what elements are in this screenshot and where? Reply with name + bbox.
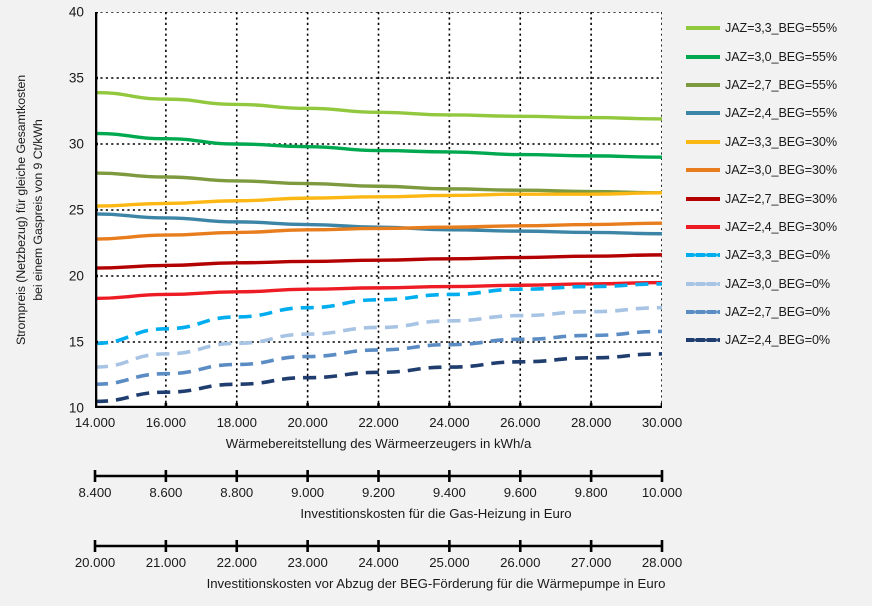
y-axis-title-line1: Strompreis (Netzbezug) für gleiche Gesam… xyxy=(14,74,29,346)
legend-item-11[interactable]: JAZ=2,4_BEG=0% xyxy=(686,326,872,354)
series-line-1 xyxy=(95,131,662,159)
secondary-axis-1: 20.000 21.000 22.000 23.000 24.000 25.000 26.0… xyxy=(0,538,872,598)
plot-area xyxy=(95,12,662,408)
legend-label-7: JAZ=2,4_BEG=30% xyxy=(725,219,837,234)
legend-label-9: JAZ=3,0_BEG=0% xyxy=(725,276,831,291)
secondary-axis-0-tick-0: 8.400 xyxy=(78,485,112,500)
legend-item-3[interactable]: JAZ=3,3_BEG=30% xyxy=(686,128,872,156)
x-tick-label-5: 24.000 xyxy=(429,415,470,430)
secondary-axis-0-tick-4: 9.200 xyxy=(361,485,396,500)
legend-label-8: JAZ=3,3_BEG=0% xyxy=(725,248,831,263)
secondary-axis-0-tick-7: 9.800 xyxy=(574,485,608,500)
y-axis-title-line2: bei einem Gaspreis von 9 Ct/kWh xyxy=(31,119,45,301)
legend-label-0: JAZ=3,3_BEG=55% xyxy=(725,21,837,36)
secondary-axis-0-tick-1: 8.600 xyxy=(149,485,183,500)
legend-label-4: JAZ=2,4_BEG=55% xyxy=(725,106,837,121)
series-line-0 xyxy=(95,90,662,121)
x-tick-label-7: 28.000 xyxy=(570,415,612,430)
legend-label-5: JAZ=3,0_BEG=30% xyxy=(725,163,837,178)
plot-canvas xyxy=(95,12,662,408)
secondary-axis-1-tick-3: 23.000 xyxy=(287,555,328,570)
legend-item-2[interactable]: JAZ=2,7_BEG=55% xyxy=(686,71,872,99)
secondary-axis-1-tick-6: 26.000 xyxy=(500,555,541,570)
y-axis-title: Strompreis (Netzbezug) für gleiche Gesam… xyxy=(2,0,58,420)
legend-item-7[interactable]: JAZ=2,4_BEG=30% xyxy=(686,213,872,241)
x-tick-label-1: 16.000 xyxy=(145,415,187,430)
legend-label-6: JAZ=2,7_BEG=30% xyxy=(725,191,837,206)
secondary-axis-line-0 xyxy=(93,470,664,482)
legend-item-5[interactable]: JAZ=3,0_BEG=30% xyxy=(686,156,872,184)
legend-item-0[interactable]: JAZ=3,3_BEG=55% xyxy=(686,14,872,42)
secondary-axis-1-tick-5: 25.000 xyxy=(429,555,470,570)
x-tick-label-4: 22.000 xyxy=(358,415,399,430)
series-line-8 xyxy=(95,282,662,346)
series-line-3 xyxy=(95,191,662,208)
secondary-axis-0: 8.400 8.600 8.800 9.000 9.200 9.400 9.600 9.800… xyxy=(0,468,872,528)
secondary-axis-1-tick-4: 24.000 xyxy=(358,555,399,570)
series-line-7 xyxy=(95,280,662,301)
series-line-10 xyxy=(95,329,662,387)
secondary-axis-line-1 xyxy=(93,540,664,552)
secondary-axis-1-tick-0: 20.000 xyxy=(74,555,116,570)
secondary-axis-0-tick-2: 8.800 xyxy=(220,485,254,500)
x-tick-label-8: 30.000 xyxy=(641,415,683,430)
series-line-5 xyxy=(95,221,662,241)
x-tick-label-6: 26.000 xyxy=(500,415,541,430)
secondary-axis-1-tick-2: 22.000 xyxy=(216,555,257,570)
legend-label-11: JAZ=2,4_BEG=0% xyxy=(725,333,831,348)
x-tick-label-2: 18.000 xyxy=(216,415,257,430)
x-axis-title: Wärmebereitstellung des Wärmeerzeugers i… xyxy=(225,436,532,451)
x-tick-label-0: 14.000 xyxy=(74,415,116,430)
legend-item-6[interactable]: JAZ=2,7_BEG=30% xyxy=(686,184,872,212)
series-line-9 xyxy=(95,305,662,369)
x-tick-label-3: 20.000 xyxy=(287,415,328,430)
legend-item-4[interactable]: JAZ=2,4_BEG=55% xyxy=(686,99,872,127)
secondary-axis-1-tick-1: 21.000 xyxy=(145,555,187,570)
series-line-2 xyxy=(95,171,662,195)
secondary-axis-0-tick-6: 9.600 xyxy=(503,485,537,500)
secondary-axis-1-title: Investitionskosten vor Abzug der BEG-För… xyxy=(206,576,666,591)
legend-label-3: JAZ=3,3_BEG=30% xyxy=(725,134,837,149)
legend-item-9[interactable]: JAZ=3,0_BEG=0% xyxy=(686,270,872,298)
secondary-axis-0-tick-3: 9.000 xyxy=(291,485,325,500)
secondary-axis-0-tick-5: 9.400 xyxy=(432,485,466,500)
legend-item-1[interactable]: JAZ=3,0_BEG=55% xyxy=(686,42,872,70)
series-line-6 xyxy=(95,253,662,270)
chart-legend: JAZ=3,3_BEG=55% JAZ=3,0_BEG=55% JAZ=2,7_BE… xyxy=(686,14,872,355)
legend-item-10[interactable]: JAZ=2,7_BEG=0% xyxy=(686,298,872,326)
secondary-axis-0-title: Investitionskosten für die Gas-Heizung i… xyxy=(300,506,572,521)
legend-label-1: JAZ=3,0_BEG=55% xyxy=(725,49,837,64)
secondary-axis-1-tick-8: 28.000 xyxy=(641,555,683,570)
secondary-axis-1-tick-7: 27.000 xyxy=(570,555,612,570)
secondary-axis-0-tick-8: 10.000 xyxy=(641,485,683,500)
legend-label-10: JAZ=2,7_BEG=0% xyxy=(725,305,831,320)
series-line-11 xyxy=(95,352,662,404)
legend-item-8[interactable]: JAZ=3,3_BEG=0% xyxy=(686,241,872,269)
legend-label-2: JAZ=2,7_BEG=55% xyxy=(725,77,837,92)
